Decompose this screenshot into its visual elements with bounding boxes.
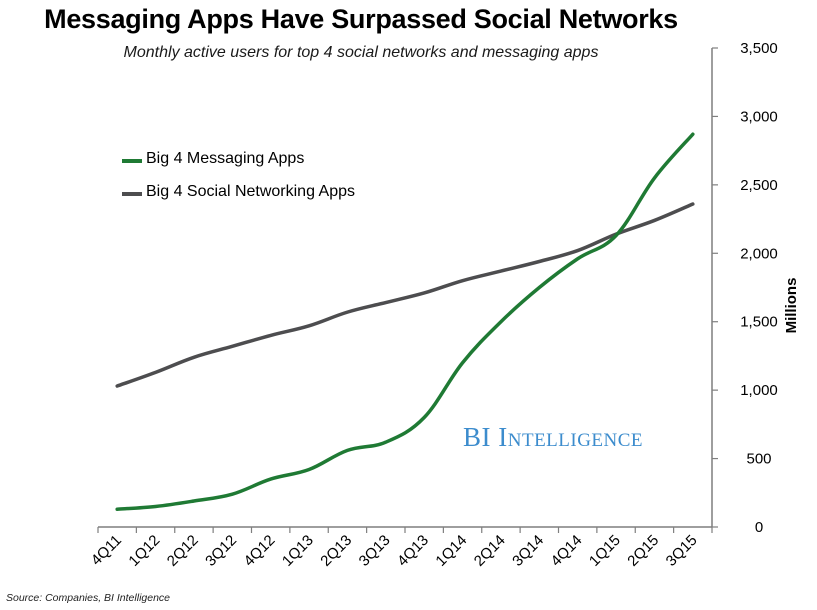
series-line-messaging [115,132,695,511]
legend-label-social: Big 4 Social Networking Apps [146,183,355,200]
chart-title: Messaging Apps Have Surpassed Social Net… [44,4,678,34]
x-tick-label: 4Q14 [548,532,586,570]
watermark-bi: BI [463,422,491,452]
x-tick-label: 3Q15 [663,532,701,570]
y-tick-label: 0 [755,519,763,536]
chart-subtitle: Monthly active users for top 4 social ne… [123,44,599,61]
legend-swatch-messaging [122,159,142,163]
y-tick-label: 3,000 [740,108,778,125]
x-tick-label: 1Q13 [279,532,317,570]
y-tick-label: 3,500 [740,40,778,57]
x-tick-label: 1Q14 [432,532,470,570]
x-tick-label: 2Q14 [471,532,509,570]
x-tick-label: 2Q12 [164,532,202,570]
y-tick-label: 2,000 [740,245,778,262]
x-tick-label: 3Q12 [202,532,240,570]
x-tick-label: 3Q14 [509,532,547,570]
watermark-intelligence: Intelligence [498,422,644,452]
x-tick-label: 2Q15 [624,532,662,570]
y-axis-title: Millions [783,278,800,334]
y-tick-label: 1,500 [740,314,778,331]
source-note: Source: Companies, BI Intelligence [6,592,171,604]
x-tick-label: 4Q12 [241,532,279,570]
legend-swatch-social [122,192,142,196]
x-tick-label: 3Q13 [356,532,394,570]
y-tick-label: 500 [746,451,771,468]
x-tick-label: 2Q13 [317,532,355,570]
x-tick-label: 4Q13 [394,532,432,570]
y-tick-label: 2,500 [740,177,778,194]
x-tick-label: 4Q11 [88,532,125,569]
legend-label-messaging: Big 4 Messaging Apps [146,150,305,167]
x-tick-label: 1Q15 [586,532,624,570]
series-line-social [115,202,695,388]
y-tick-label: 1,000 [740,382,778,399]
x-tick-label: 1Q12 [125,532,163,570]
bi-intelligence-watermark: BI Intelligence [463,422,643,453]
